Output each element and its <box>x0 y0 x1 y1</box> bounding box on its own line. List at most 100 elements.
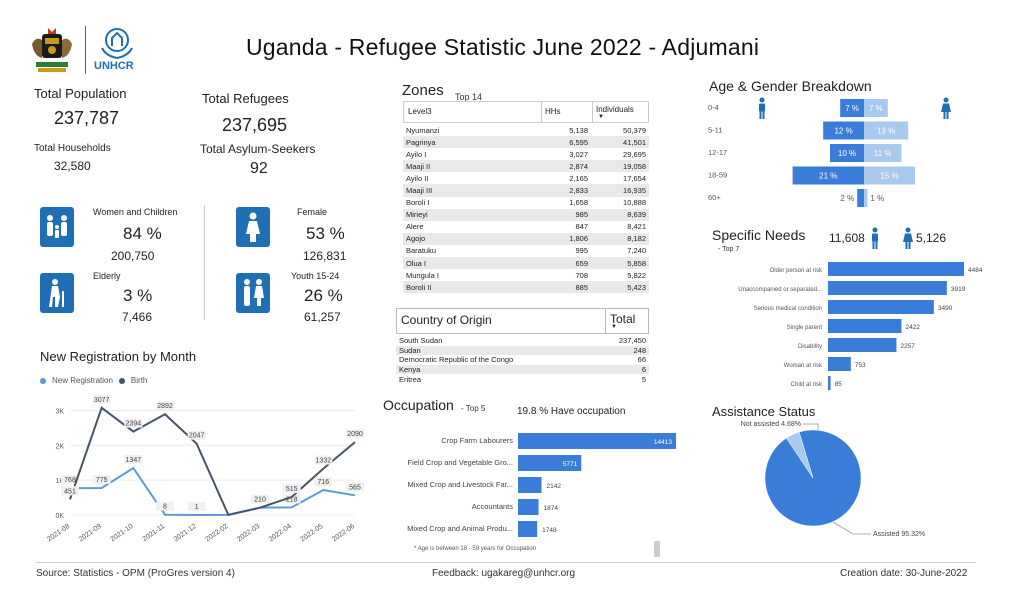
data-label-bg <box>124 418 143 428</box>
data-label: 1 <box>195 504 199 511</box>
table-row: Alere 847 8,421 <box>403 221 649 233</box>
unhcr-logo-text: UNHCR <box>94 60 134 72</box>
category-label: Woman at risk <box>784 363 823 369</box>
data-label-bg <box>156 401 174 411</box>
legend-new-registration-swatch <box>40 377 46 384</box>
data-label: 2422 <box>905 324 920 331</box>
bar <box>828 376 831 390</box>
zones-table: Nyumanzi 5,138 50,379 Pagrinya 6,595 41,501 Ay… <box>403 124 649 294</box>
page-title: Uganda - Refugee Statistic June 2022 - A… <box>246 34 760 60</box>
table-row: Sudan 248 <box>396 345 649 356</box>
female-data-label: 11 % <box>874 149 892 158</box>
category-label: Mixed Crop and Livestock Far... <box>408 480 513 489</box>
origin-header-total[interactable]: Total <box>610 312 636 326</box>
male-data-label: 2 % <box>840 194 854 203</box>
footer-feedback[interactable]: Feedback: ugakareg@unhcr.org <box>432 568 576 579</box>
x-tick-label: 2022-03 <box>236 523 261 544</box>
zones-header-hhs: HHs <box>545 107 561 116</box>
bar <box>828 262 964 276</box>
zone-name-cell: Boroli II <box>403 281 540 294</box>
data-label-bg <box>346 482 364 492</box>
occupation-title: Occupation <box>383 397 454 413</box>
data-label-bg <box>346 429 364 439</box>
female-bar <box>864 166 915 185</box>
category-label: Serious medical condition <box>754 306 822 312</box>
male-icon <box>757 97 767 124</box>
data-label: 768 <box>64 477 76 484</box>
data-label: 3919 <box>951 286 966 293</box>
data-label: 3490 <box>938 305 953 312</box>
zone-name-cell: Maaji III <box>403 184 540 197</box>
total-refugees-value: 237,695 <box>222 115 288 135</box>
male-data-label: 7 % <box>845 104 859 113</box>
zone-individuals-cell: 5,858 <box>591 257 649 270</box>
sort-desc-icon[interactable]: ▼ <box>611 324 617 330</box>
bar <box>828 338 897 352</box>
zones-header-individuals[interactable]: Individuals <box>596 105 634 114</box>
zone-name-cell: Mirieyi <box>403 208 540 221</box>
legend-birth-swatch <box>118 377 125 384</box>
zone-hhs-cell: 995 <box>575 246 588 256</box>
age-group-label: 18-59 <box>708 171 727 180</box>
data-label-bg <box>282 494 301 504</box>
data-label: 2047 <box>189 433 205 440</box>
bar <box>828 281 947 295</box>
registration-line-chart: 0K 1K 2K 3K 2021-08 2021-09 2021-10 2021-11 2021… <box>46 394 364 544</box>
elderly-value: 7,466 <box>122 310 153 324</box>
elderly-icon <box>40 273 74 313</box>
specific-needs-female-total: 5,126 <box>916 231 947 245</box>
data-label: 2394 <box>126 421 142 428</box>
registration-legend: New Registration Birth <box>40 376 147 385</box>
male-bar <box>823 121 864 140</box>
bar <box>828 300 934 314</box>
youth-value: 61,257 <box>304 310 341 324</box>
assistance-pie-chart: Not assisted 4.68% Assisted 95.32% <box>741 421 925 538</box>
origin-country-cell: Sudan <box>396 345 595 356</box>
zone-individuals-cell: 41,501 <box>591 136 649 149</box>
data-label: 716 <box>317 479 329 486</box>
data-label: 565 <box>349 484 361 491</box>
scroll-handle[interactable] <box>654 541 660 557</box>
data-label-bg <box>92 474 111 484</box>
origin-country-cell: Democratic Republic of the Congo <box>399 355 514 365</box>
elderly-label: Elderly <box>93 271 121 281</box>
female-data-label: 15 % <box>880 172 898 181</box>
data-label: 85 <box>835 381 843 388</box>
data-label: 2090 <box>347 431 363 438</box>
zone-individuals-cell: 7,240 <box>627 246 646 256</box>
zone-hhs-cell: 1,658 <box>569 198 588 208</box>
data-label-bg <box>92 394 111 404</box>
table-row: Nyumanzi 5,138 50,379 <box>403 124 649 136</box>
zones-header-level3: Level3 <box>408 107 432 116</box>
table-row: Boroli II 885 5,423 <box>403 281 649 294</box>
age-group-label: 60+ <box>708 193 721 202</box>
data-label: 4484 <box>968 267 983 274</box>
zone-hhs-cell: 1,806 <box>540 232 591 245</box>
specific-needs-subtitle: - Top 7 <box>718 246 740 253</box>
youth-pct: 26 % <box>304 286 343 305</box>
pie-label: Assisted 95.32% <box>873 531 925 538</box>
zone-name-cell: Pagrinya <box>403 136 540 149</box>
specific-needs-bar-chart: Older person at risk 4484 Unaccompanied or… <box>738 262 983 390</box>
data-label: 753 <box>855 362 866 369</box>
table-row: Pagrinya 6,595 41,501 <box>403 136 649 149</box>
male-bar <box>830 144 864 162</box>
zone-hhs-cell: 6,595 <box>540 136 591 149</box>
women-children-pct: 84 % <box>123 224 162 243</box>
data-label: 1748 <box>542 527 557 534</box>
male-bar <box>840 99 864 117</box>
total-population-value: 237,787 <box>54 108 120 128</box>
data-label: 515 <box>286 486 298 493</box>
data-label-bg <box>314 477 333 487</box>
zone-name-cell: Alere <box>406 222 424 232</box>
table-row: South Sudan 237,450 <box>396 336 649 346</box>
zone-individuals-cell: 8,421 <box>627 222 646 232</box>
x-tick-label: 2022-04 <box>268 523 293 544</box>
zones-subtitle: Top 14 <box>455 92 483 102</box>
sort-desc-icon[interactable]: ▼ <box>598 114 604 120</box>
zone-individuals-cell: 5,423 <box>591 281 649 294</box>
kpi-divider <box>204 205 205 320</box>
occupation-subtitle: - Top 5 <box>461 404 486 413</box>
category-label: Child at risk <box>791 382 823 388</box>
category-label: Accountants <box>472 502 514 511</box>
